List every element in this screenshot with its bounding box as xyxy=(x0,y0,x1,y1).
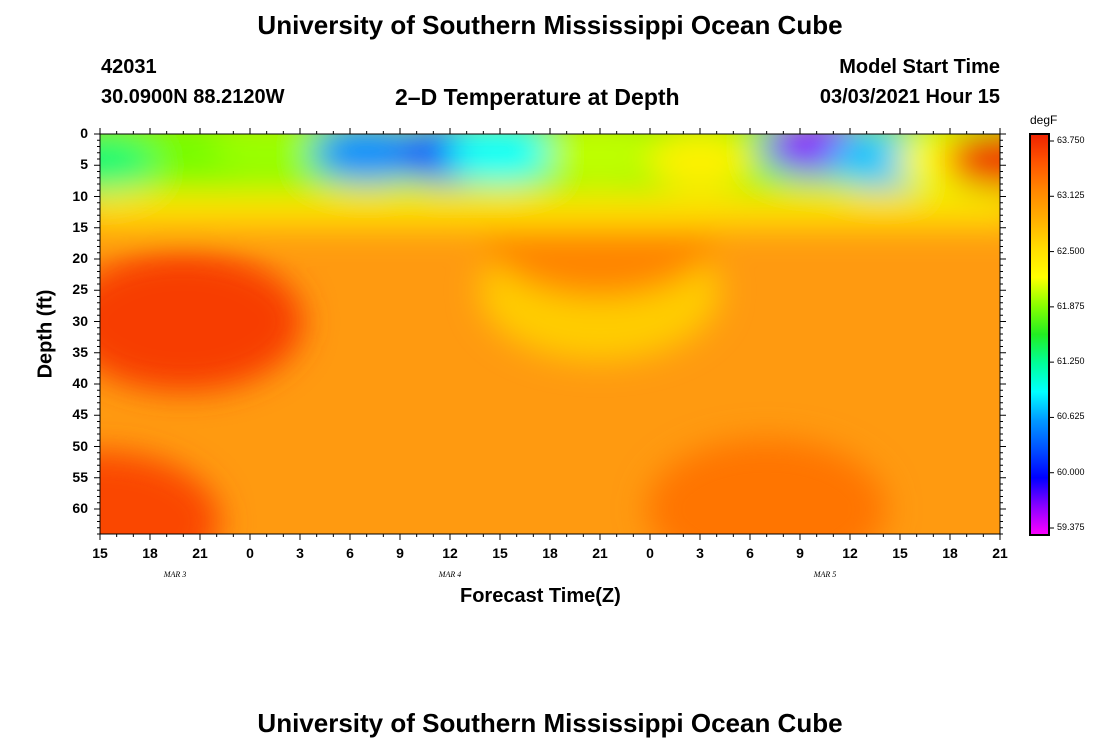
colorbar-tick-label: 59.375 xyxy=(1057,522,1085,532)
x-tick-label: 9 xyxy=(796,545,804,561)
y-tick-label: 25 xyxy=(72,281,88,298)
colorbar-unit: degF xyxy=(1030,113,1058,127)
date-label: MAR 3 xyxy=(163,570,187,579)
x-tick-label: 15 xyxy=(92,545,108,561)
y-tick-label: 60 xyxy=(72,500,88,516)
y-tick-label: 20 xyxy=(72,250,88,266)
surface-cell xyxy=(211,134,322,175)
y-tick-label: 55 xyxy=(72,468,88,485)
x-tick-label: 18 xyxy=(142,545,158,561)
x-tick-label: 3 xyxy=(696,545,704,561)
y-tick-label: 30 xyxy=(72,312,88,329)
surface-cell xyxy=(645,134,755,187)
x-tick-label: 12 xyxy=(442,545,458,561)
x-tick-label: 6 xyxy=(346,545,354,561)
x-tick-label: 15 xyxy=(892,545,908,561)
colorbar-tick-label: 61.875 xyxy=(1057,300,1085,311)
x-tick-label: 18 xyxy=(942,545,958,561)
x-tick-label: 0 xyxy=(646,545,654,561)
x-tick-label: 12 xyxy=(842,545,858,561)
x-tick-label: 6 xyxy=(746,545,754,561)
x-tick-label: 21 xyxy=(992,545,1008,561)
subsurface-cell xyxy=(100,251,304,392)
y-tick-label: 45 xyxy=(72,406,88,423)
station-coordinates: 30.0900N 88.2120W xyxy=(101,86,285,108)
y-tick-label: 40 xyxy=(72,375,88,391)
colorbar-tick-label: 60.625 xyxy=(1057,411,1085,422)
x-axis-label: Forecast Time(Z) xyxy=(460,585,621,607)
x-tick-label: 15 xyxy=(492,545,508,561)
colorbar-tick-label: 61.250 xyxy=(1057,356,1085,367)
surface-cell xyxy=(545,134,655,181)
surface-cell xyxy=(945,134,1000,187)
colorbar-tick-label: 63.125 xyxy=(1057,190,1085,201)
x-tick-label: 9 xyxy=(396,545,404,561)
surface-cell xyxy=(100,137,155,194)
x-tick-label: 18 xyxy=(542,545,558,561)
colorbar-tick-label: 60.000 xyxy=(1057,466,1085,477)
colorbar xyxy=(1029,133,1050,536)
y-tick-label: 0 xyxy=(80,125,88,141)
subsurface-cell xyxy=(646,439,887,534)
surface-cell xyxy=(445,134,555,181)
model-start-label: Model Start Time xyxy=(839,56,1000,78)
colorbar-tick-label: 63.750 xyxy=(1057,135,1085,145)
y-tick-label: 35 xyxy=(72,343,88,360)
x-tick-label: 0 xyxy=(246,545,254,561)
x-tick-label: 21 xyxy=(192,545,208,561)
y-tick-label: 10 xyxy=(72,187,88,204)
date-label: MAR 5 xyxy=(813,570,837,579)
y-tick-label: 5 xyxy=(80,156,88,173)
subsurface-cell xyxy=(100,451,220,534)
surface-cell xyxy=(311,134,422,181)
x-tick-label: 3 xyxy=(296,545,304,561)
model-start-value: 03/03/2021 Hour 15 xyxy=(819,86,1000,108)
colorbar-tick-label: 62.500 xyxy=(1057,245,1085,256)
footer-title: University of Southern Mississippi Ocean… xyxy=(257,708,843,738)
y-tick-label: 50 xyxy=(72,437,88,454)
x-tick-label: 21 xyxy=(592,545,608,561)
y-tick-label: 15 xyxy=(72,218,88,235)
plot-title: 2–D Temperature at Depth xyxy=(395,84,680,110)
page-title: University of Southern Mississippi Ocean… xyxy=(257,10,843,40)
date-label: MAR 4 xyxy=(438,570,462,579)
thermocline-band xyxy=(100,184,1000,228)
station-id: 42031 xyxy=(101,56,157,78)
